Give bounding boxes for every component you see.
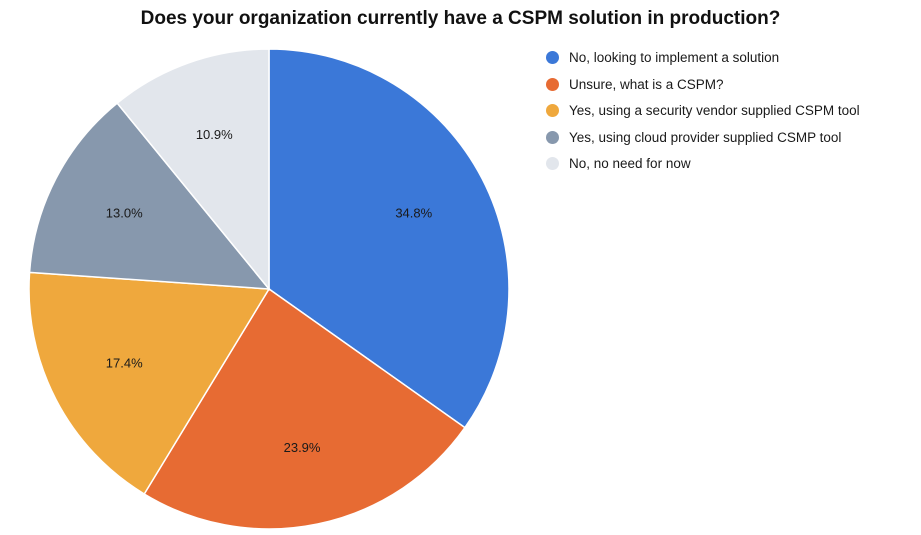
legend-item-4[interactable]: No, no need for now: [546, 153, 916, 174]
legend-label-3: Yes, using cloud provider supplied CSMP …: [569, 129, 842, 145]
legend-swatch-1: [546, 77, 559, 91]
legend-label-2: Yes, using a security vendor supplied CS…: [569, 103, 860, 118]
pie-slices: [28, 48, 510, 530]
legend: No, looking to implement a solution Unsur…: [546, 47, 916, 180]
slice-label-1: 23.9%: [284, 440, 321, 455]
pie-slice-0[interactable]: [268, 48, 510, 429]
slice-label-0: 34.8%: [395, 206, 432, 221]
legend-swatch-3: [546, 130, 559, 144]
legend-label-4: No, no need for now: [569, 156, 691, 171]
pie-slice-2[interactable]: [28, 271, 271, 496]
legend-item-2[interactable]: Yes, using a security vendor supplied CS…: [546, 100, 916, 121]
slice-label-3: 13.0%: [106, 206, 143, 221]
legend-swatch-4: [546, 157, 559, 170]
legend-swatch-2: [546, 104, 559, 117]
pie-slice-1[interactable]: [143, 287, 466, 530]
legend-label-0: No, looking to implement a solution: [569, 50, 780, 65]
legend-item-0[interactable]: No, looking to implement a solution: [546, 47, 916, 68]
pie-slice-3[interactable]: [28, 102, 271, 290]
legend-label-1: Unsure, what is a CSPM?: [569, 76, 724, 92]
legend-item-1[interactable]: Unsure, what is a CSPM?: [546, 74, 916, 95]
pie-slice-4[interactable]: [116, 48, 270, 292]
chart-title: Does your organization currently have a …: [140, 8, 781, 29]
legend-item-3[interactable]: Yes, using cloud provider supplied CSMP …: [546, 127, 916, 148]
slice-label-2: 17.4%: [106, 355, 143, 370]
slice-label-4: 10.9%: [196, 127, 233, 142]
legend-swatch-0: [546, 51, 559, 64]
pie-slice-labels: 34.8% 23.9% 17.4% 13.0% 10.9%: [106, 127, 433, 455]
